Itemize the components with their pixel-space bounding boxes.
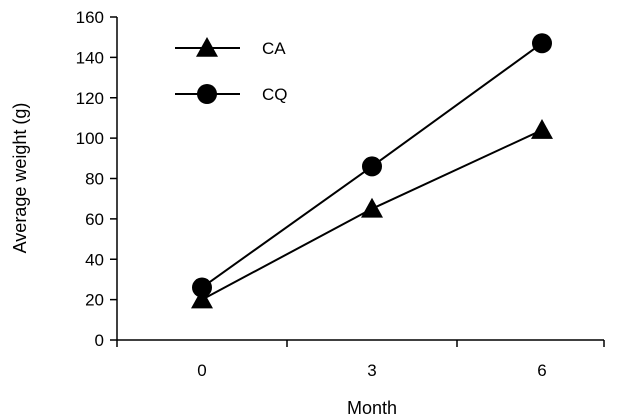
y-tick-label: 120 <box>76 89 104 108</box>
x-tick-label: 3 <box>367 361 376 380</box>
data-point-cq <box>192 277 212 298</box>
legend-marker-cq <box>197 84 217 104</box>
series-group <box>191 33 553 309</box>
data-point-ca <box>191 288 213 309</box>
legend-label-ca: CA <box>262 39 286 58</box>
x-tick-label: 0 <box>197 361 206 380</box>
y-tick-label: 20 <box>85 291 104 310</box>
y-tick-label: 80 <box>85 170 104 189</box>
data-point-ca <box>361 197 383 218</box>
y-tick-label: 0 <box>95 331 104 350</box>
legend-marker-ca <box>196 37 218 57</box>
y-axis: 0 20 40 60 80 100 120 140 160 <box>76 8 118 350</box>
data-point-cq <box>362 156 382 177</box>
data-point-ca <box>531 119 553 139</box>
y-axis-title: Average weight (g) <box>10 103 30 254</box>
x-tick-label: 6 <box>537 361 546 380</box>
data-point-cq <box>532 33 552 54</box>
y-tick-label: 40 <box>85 250 104 269</box>
legend: CA CQ <box>175 37 288 104</box>
y-tick-label: 100 <box>76 129 104 148</box>
legend-label-cq: CQ <box>262 85 288 104</box>
y-tick-label: 140 <box>76 48 104 67</box>
x-axis-title: Month <box>347 398 397 418</box>
x-axis: 0 3 6 <box>116 339 605 380</box>
y-tick-label: 60 <box>85 210 104 229</box>
y-tick-label: 160 <box>76 8 104 27</box>
